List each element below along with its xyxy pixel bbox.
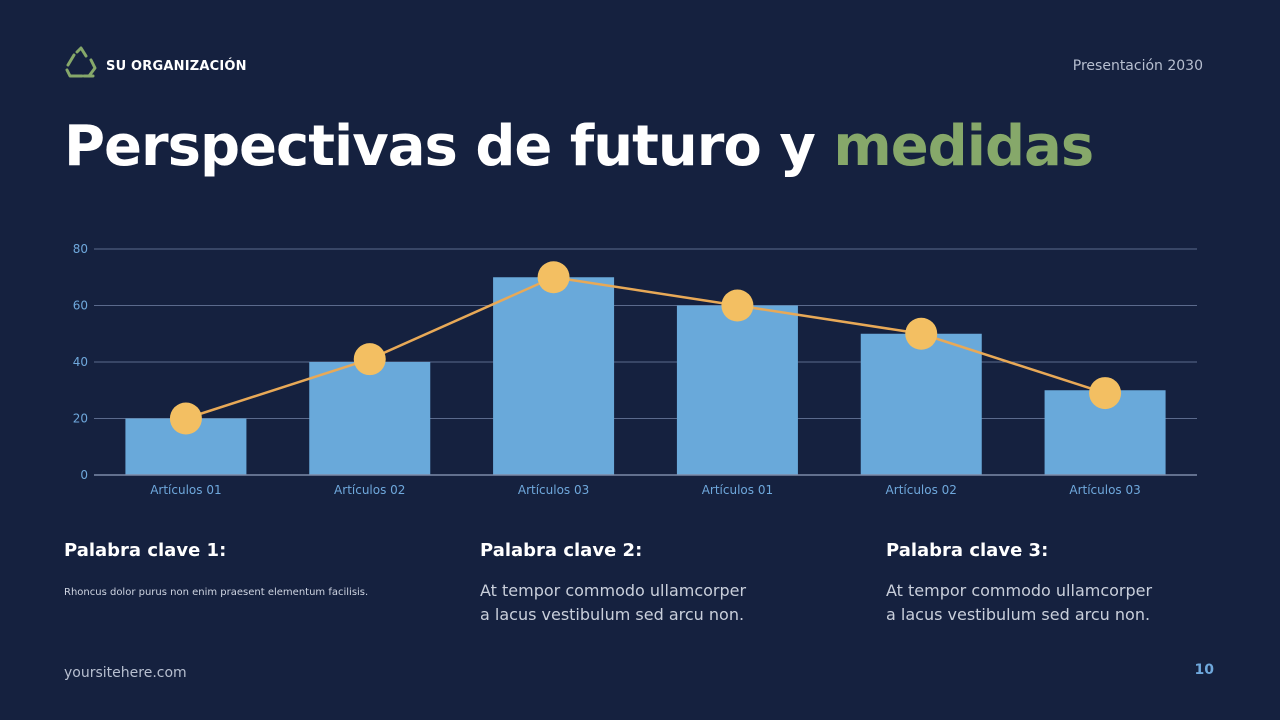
keyword-title-3: Palabra clave 3:: [886, 540, 1049, 561]
keyword-text-2: At tempor commodo ullamcorper a lacus ves…: [480, 579, 810, 627]
page-number: 10: [1194, 662, 1214, 678]
website-link[interactable]: yoursitehere.com: [64, 665, 187, 681]
keyword-text-3: At tempor commodo ullamcorper a lacus ves…: [886, 579, 1216, 627]
x-tick-label: Artículos 02: [886, 483, 957, 497]
trend-point: [537, 261, 570, 294]
x-tick-label: Artículos 03: [1069, 483, 1140, 497]
x-tick-label: Artículos 01: [702, 483, 773, 497]
keyword-text-1: Rhoncus dolor purus non enim praesent el…: [64, 587, 369, 598]
y-tick-label: 0: [80, 468, 88, 482]
organization-name: SU ORGANIZACIÓN: [106, 59, 247, 74]
trend-point: [905, 317, 938, 350]
bar: [493, 277, 615, 475]
keyword-text-3-line-1: At tempor commodo ullamcorper: [886, 581, 1153, 600]
trend-point: [721, 289, 754, 322]
keyword-block-1: Palabra clave 1: Rhoncus dolor purus non…: [64, 540, 444, 598]
x-tick-label: Artículos 01: [150, 483, 221, 497]
title-main: Perspectivas de futuro y: [64, 114, 816, 179]
recycle-logo-icon: [65, 46, 97, 78]
x-tick-label: Artículos 03: [518, 483, 589, 497]
x-tick-label: Artículos 02: [334, 483, 405, 497]
keyword-text-2-line-1: At tempor commodo ullamcorper: [480, 581, 747, 600]
keyword-block-3: Palabra clave 3: At tempor commodo ullam…: [886, 540, 1216, 627]
page-title: Perspectivas de futuro y medidas: [64, 117, 1094, 177]
trend-line: [185, 275, 1106, 420]
y-tick-label: 60: [73, 299, 88, 313]
bar: [309, 362, 431, 475]
keyword-text-2-line-2: a lacus vestibulum sed arcu non.: [480, 605, 745, 624]
keyword-title-1: Palabra clave 1:: [64, 540, 227, 561]
trend-point: [353, 343, 386, 376]
title-accent: medidas: [833, 114, 1094, 179]
y-tick-label: 20: [73, 412, 88, 426]
keyword-title-2: Palabra clave 2:: [480, 540, 643, 561]
presentation-label: Presentación 2030: [1072, 58, 1203, 74]
bar: [860, 333, 982, 475]
trend-point: [1089, 377, 1122, 410]
keyword-text-3-line-2: a lacus vestibulum sed arcu non.: [886, 605, 1151, 624]
y-tick-label: 40: [73, 355, 88, 369]
trend-point: [169, 402, 202, 435]
bar: [676, 305, 798, 475]
y-tick-label: 80: [73, 242, 88, 256]
keyword-block-2: Palabra clave 2: At tempor commodo ullam…: [480, 540, 810, 627]
